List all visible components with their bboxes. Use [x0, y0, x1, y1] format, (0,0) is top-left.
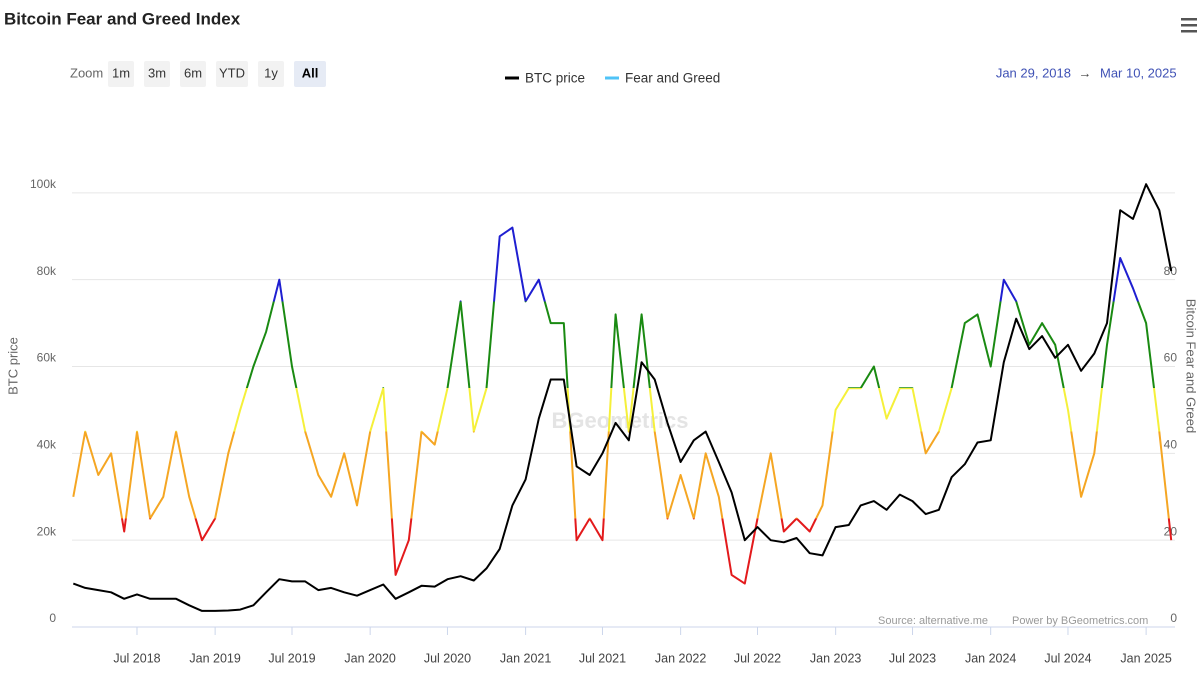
y-tick-label: 0 [49, 611, 56, 625]
zoom-button[interactable]: 3m [144, 61, 170, 87]
zoom-button-bg [258, 61, 284, 87]
x-tick-label: Jul 2021 [579, 651, 626, 665]
zoom-label: Zoom [70, 65, 103, 80]
x-tick-label: Jan 2025 [1120, 651, 1171, 665]
y2-tick-label: 0 [1170, 611, 1177, 625]
zoom-button-label[interactable]: 1m [112, 65, 130, 80]
x-tick-label: Jan 2024 [965, 651, 1016, 665]
chart-title: Bitcoin Fear and Greed Index [4, 9, 241, 28]
y-tick-label: 40k [37, 438, 57, 452]
legend-label[interactable]: BTC price [525, 71, 585, 86]
zoom-button-label[interactable]: All [302, 65, 319, 80]
zoom-button-bg [216, 61, 248, 87]
series-line [72, 183, 1173, 612]
x-tick-label: Jan 2019 [189, 651, 240, 665]
x-tick-label: Jul 2020 [424, 651, 471, 665]
y-tick-label: 100k [30, 177, 57, 191]
x-tick-label: Jul 2022 [734, 651, 781, 665]
y-tick-label: 60k [37, 351, 57, 365]
zoom-button[interactable]: 6m [180, 61, 206, 87]
zoom-button-label[interactable]: 3m [148, 65, 166, 80]
x-tick-label: Jul 2019 [268, 651, 315, 665]
zoom-button[interactable]: 1y [258, 61, 284, 87]
range-from[interactable]: Jan 29, 2018 [996, 65, 1071, 80]
y-tick-label: 20k [37, 524, 57, 538]
zoom-button-bg [294, 61, 326, 87]
credit: Power by BGeometrics.com [1012, 615, 1148, 627]
y-tick-label: 80k [37, 264, 57, 278]
x-tick-label: Jul 2023 [889, 651, 936, 665]
x-tick-label: Jan 2021 [500, 651, 551, 665]
x-tick-label: Jul 2024 [1044, 651, 1091, 665]
x-tick-label: Jan 2023 [810, 651, 861, 665]
y2-axis-title: Bitcoin Fear and Greed [1184, 299, 1199, 433]
x-tick-label: Jan 2022 [655, 651, 706, 665]
credit: Source: alternative.me [878, 615, 988, 627]
zoom-button-bg [180, 61, 206, 87]
zoom-button[interactable]: All [294, 61, 326, 87]
y2-tick-label: 60 [1164, 351, 1178, 365]
series-line [72, 226, 1173, 585]
y-axis-title: BTC price [5, 337, 20, 395]
zoom-button-label[interactable]: 6m [184, 65, 202, 80]
menu-icon[interactable] [1181, 18, 1197, 33]
zoom-button-bg [108, 61, 134, 87]
zoom-button[interactable]: YTD [216, 61, 248, 87]
zoom-button-label[interactable]: YTD [219, 65, 245, 80]
legend-label[interactable]: Fear and Greed [625, 71, 720, 86]
zoom-button[interactable]: 1m [108, 61, 134, 87]
x-tick-label: Jan 2020 [344, 651, 395, 665]
y2-tick-label: 40 [1164, 438, 1178, 452]
x-tick-label: Jul 2018 [113, 651, 160, 665]
range-to[interactable]: Mar 10, 2025 [1100, 65, 1177, 80]
zoom-button-bg [144, 61, 170, 87]
range-arrow: → [1079, 65, 1092, 80]
zoom-button-label[interactable]: 1y [264, 65, 278, 80]
